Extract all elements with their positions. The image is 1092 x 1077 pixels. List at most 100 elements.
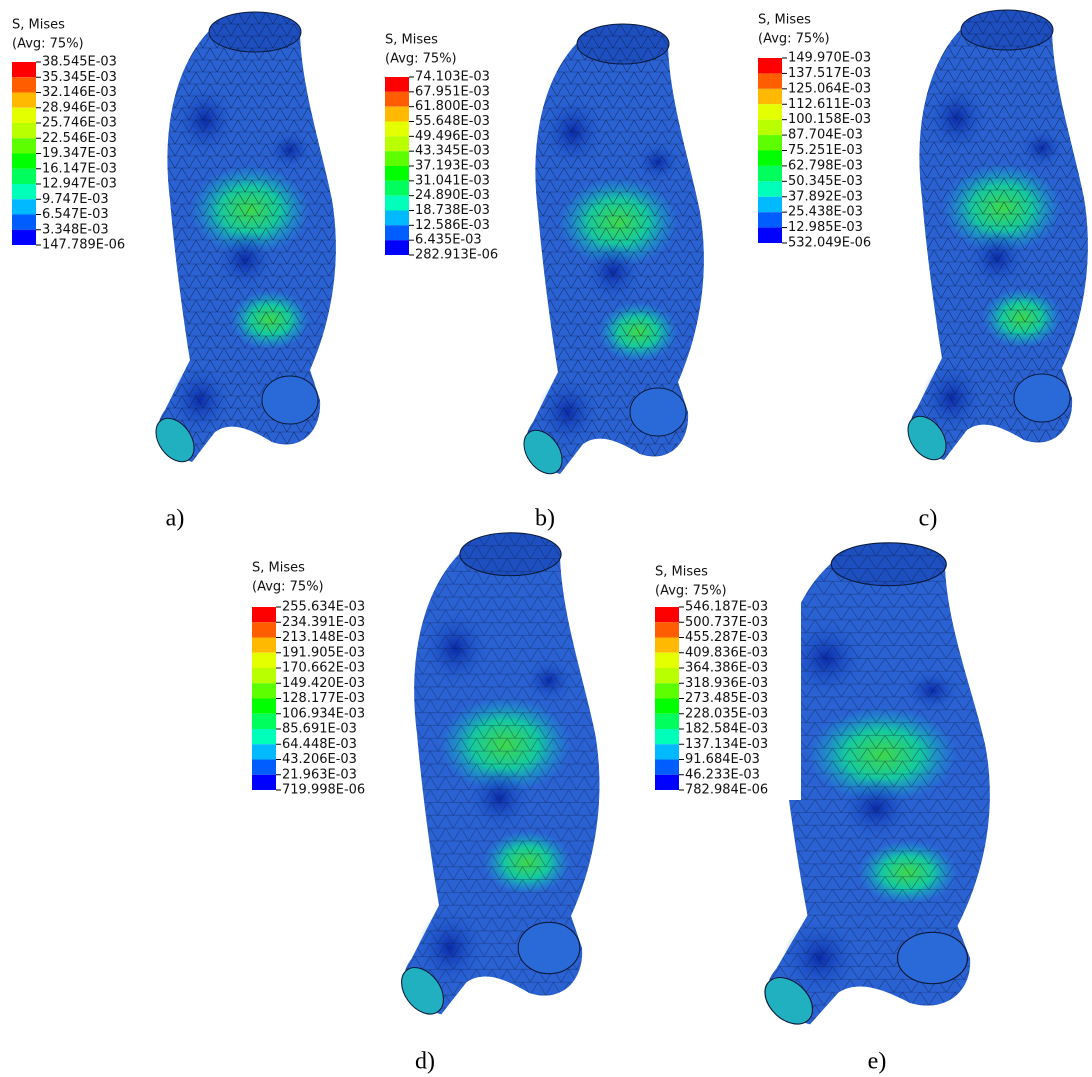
aorta-b	[515, 23, 705, 482]
color-band	[12, 184, 36, 200]
legend-label: 12.947E-03	[42, 177, 117, 192]
color-band	[12, 138, 36, 154]
color-band	[252, 713, 276, 729]
color-band	[655, 759, 679, 775]
color-band	[655, 698, 679, 714]
legend-title: S, Mises	[758, 13, 811, 28]
legend-label: 22.546E-03	[42, 131, 117, 146]
color-band	[252, 622, 276, 638]
color-band	[252, 607, 276, 623]
color-band	[655, 744, 679, 760]
color-band	[252, 637, 276, 653]
legend-label: 149.970E-03	[788, 51, 871, 66]
legend-label: 3.348E-03	[42, 222, 109, 237]
legend-label: 55.648E-03	[415, 114, 490, 129]
color-band	[758, 165, 782, 182]
legend-label: 255.634E-03	[282, 600, 365, 615]
legend-label: 91.684E-03	[685, 752, 760, 767]
legend-label: 318.936E-03	[685, 676, 768, 691]
color-band	[655, 713, 679, 729]
legend-label: 364.386E-03	[685, 661, 768, 676]
legend-label: 500.737E-03	[685, 615, 768, 630]
legend-label: 46.233E-03	[685, 767, 760, 782]
color-band	[12, 123, 36, 139]
legend-subtitle: (Avg: 75%)	[655, 584, 727, 599]
legend-label: 64.448E-03	[282, 737, 357, 752]
legend-label: 149.420E-03	[282, 676, 365, 691]
panel-caption: c)	[919, 506, 938, 532]
legend-label: 128.177E-03	[282, 691, 365, 706]
color-band	[12, 107, 36, 123]
legend-label: 49.496E-03	[415, 129, 490, 144]
legend-label: 38.545E-03	[42, 55, 117, 70]
color-band	[655, 607, 679, 623]
legend-label: 87.704E-03	[788, 128, 863, 143]
color-band	[655, 652, 679, 668]
color-band	[12, 229, 36, 245]
aorta-d	[392, 532, 601, 1023]
legend-label: 228.035E-03	[685, 706, 768, 721]
legend-title: S, Mises	[12, 18, 65, 33]
legend-label: 67.951E-03	[415, 84, 490, 99]
legend-label: 782.984E-06	[685, 783, 768, 798]
legend-label: 282.913E-06	[415, 248, 498, 263]
color-band	[758, 150, 782, 166]
legend-label: 112.611E-03	[788, 97, 871, 112]
aorta-a	[147, 11, 337, 470]
legend-subtitle: (Avg: 75%)	[385, 52, 457, 67]
legend-label: 37.892E-03	[788, 189, 863, 204]
legend-label: 85.691E-03	[282, 722, 357, 737]
legend-label: 273.485E-03	[685, 691, 768, 706]
legend-label: 455.287E-03	[685, 630, 768, 645]
legend-label: 25.746E-03	[42, 116, 117, 131]
legend-label: 147.789E-06	[42, 238, 125, 253]
legend-title: S, Mises	[385, 33, 438, 48]
color-band	[655, 668, 679, 684]
color-band	[12, 77, 36, 93]
color-band	[252, 759, 276, 775]
legend-label: 50.345E-03	[788, 174, 863, 189]
legend-label: 61.800E-03	[415, 99, 490, 114]
legend-title: S, Mises	[252, 561, 305, 576]
panel-caption: b)	[535, 506, 555, 532]
legend-title: S, Mises	[655, 565, 708, 580]
color-band	[758, 104, 782, 120]
legend-label: 75.251E-03	[788, 143, 863, 158]
color-band	[655, 774, 679, 790]
legend-label: 43.345E-03	[415, 144, 490, 159]
color-band	[12, 92, 36, 108]
color-band	[655, 683, 679, 699]
legend-label: 191.905E-03	[282, 645, 365, 660]
legend-label: 6.435E-03	[415, 233, 482, 248]
color-band	[385, 151, 409, 166]
color-band	[12, 62, 36, 78]
color-band	[655, 729, 679, 745]
legend-label: 170.662E-03	[282, 661, 365, 676]
legend-label: 24.890E-03	[415, 188, 490, 203]
legend-label: 31.041E-03	[415, 173, 490, 188]
color-band	[385, 240, 409, 255]
legend-label: 137.517E-03	[788, 66, 871, 81]
legend-subtitle: (Avg: 75%)	[12, 37, 84, 52]
color-band	[385, 121, 409, 137]
color-band	[252, 698, 276, 714]
legend-subtitle: (Avg: 75%)	[758, 32, 830, 47]
color-band	[12, 153, 36, 169]
legend-label: 125.064E-03	[788, 81, 871, 96]
color-band	[758, 135, 782, 151]
legend-label: 532.049E-06	[788, 236, 871, 251]
legend-label: 213.148E-03	[282, 630, 365, 645]
legend-label: 234.391E-03	[282, 615, 365, 630]
color-band	[12, 214, 36, 230]
color-band	[385, 91, 409, 107]
color-band	[252, 744, 276, 760]
legend-label: 12.985E-03	[788, 220, 863, 235]
legend-label: 19.347E-03	[42, 146, 117, 161]
legend-label: 106.934E-03	[282, 706, 365, 721]
color-band	[385, 136, 409, 152]
legend-label: 100.158E-03	[788, 112, 871, 127]
color-band	[385, 225, 409, 241]
legend-label: 28.946E-03	[42, 100, 117, 115]
color-band	[655, 637, 679, 653]
